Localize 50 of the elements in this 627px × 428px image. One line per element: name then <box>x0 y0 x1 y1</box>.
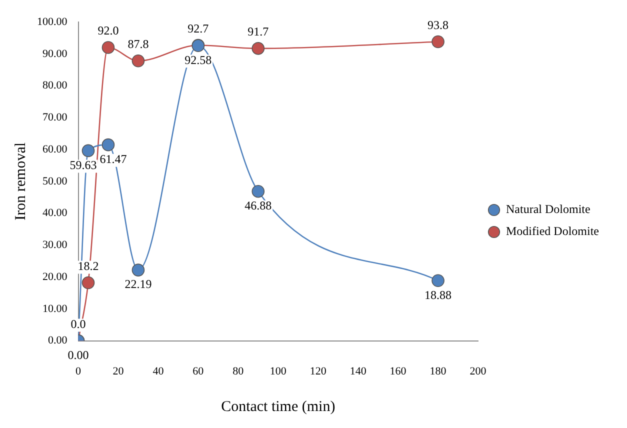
y-tick-label: 30.00 <box>42 239 68 252</box>
x-tick-label: 80 <box>232 365 244 378</box>
point <box>132 54 145 68</box>
x-tick-label: 20 <box>112 365 124 378</box>
y-tick-label: 80.00 <box>42 80 68 92</box>
point <box>102 138 115 152</box>
y-tick-label: 90.00 <box>42 48 68 60</box>
y-tick-label: 100.00 <box>37 16 68 28</box>
data-label: 59.63 <box>70 158 97 172</box>
point <box>432 274 444 288</box>
y-tick-label: 40.00 <box>42 207 68 220</box>
x-tick-label: 60 <box>192 365 204 378</box>
point <box>82 144 95 158</box>
y-axis-title: Iron removal <box>12 142 29 220</box>
data-label: 92.7 <box>188 21 209 36</box>
data-label: 92.0 <box>98 24 119 38</box>
x-axis-title: Contact time (min) <box>221 398 336 415</box>
data-label: 46.88 <box>244 198 272 213</box>
data-label: 18.2 <box>78 258 99 273</box>
data-label: 93.8 <box>428 18 449 32</box>
y-tick-label: 20.00 <box>42 270 68 283</box>
point <box>252 42 265 55</box>
y-tick-label: 60.00 <box>42 143 68 156</box>
data-label: 22.19 <box>124 277 152 292</box>
data-label: 0.00 <box>68 348 89 362</box>
x-tick-label: 100 <box>270 365 287 378</box>
x-tick-label: 160 <box>390 365 407 378</box>
point <box>102 41 115 54</box>
point <box>252 184 265 198</box>
data-label: 61.47 <box>100 152 127 166</box>
data-label: 91.7 <box>248 24 269 39</box>
y-tick-label: 10.00 <box>42 302 68 315</box>
point <box>432 35 444 48</box>
point <box>132 264 145 276</box>
x-tick-label: 140 <box>350 365 367 378</box>
data-label: 18.88 <box>424 288 452 302</box>
y-tick-label: 0.00 <box>48 334 68 347</box>
y-tick-label: 50.00 <box>42 175 68 188</box>
point <box>82 276 95 290</box>
x-tick-label: 200 <box>470 365 487 378</box>
data-label: 0.0 <box>70 316 86 331</box>
data-label: 87.8 <box>128 37 149 52</box>
x-tick-label: 180 <box>430 365 447 378</box>
legend-label: Modified Dolomite <box>506 224 600 238</box>
x-tick-label: 40 <box>152 365 164 378</box>
x-tick-label: 0 <box>76 365 82 378</box>
y-tick-label: 70.00 <box>42 112 68 124</box>
legend-label: Natural Dolomite <box>506 202 590 216</box>
data-label: 92.58 <box>184 52 212 67</box>
x-tick-label: 120 <box>310 365 327 378</box>
